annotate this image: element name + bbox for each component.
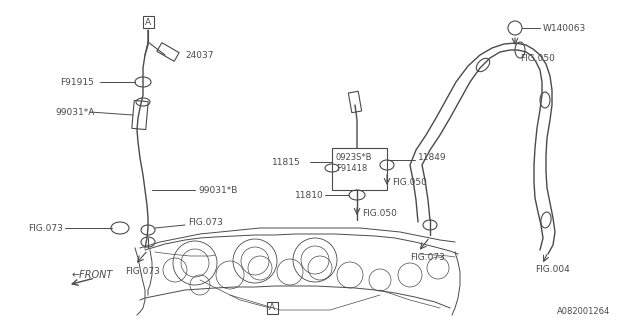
Text: 24037: 24037 [185, 51, 214, 60]
Text: 11815: 11815 [272, 157, 301, 166]
Bar [132, 100, 148, 130]
Text: 99031*A: 99031*A [55, 108, 94, 116]
Text: 11810: 11810 [295, 190, 324, 199]
Bar [332, 148, 387, 190]
Text: F91418: F91418 [336, 164, 367, 172]
Text: A082001264: A082001264 [557, 308, 610, 316]
Text: FIG.050: FIG.050 [520, 53, 555, 62]
Text: F91915: F91915 [60, 77, 94, 86]
Text: FIG.073: FIG.073 [125, 268, 160, 276]
Bar [348, 91, 362, 113]
Text: 11849: 11849 [418, 153, 447, 162]
Text: FIG.073: FIG.073 [28, 223, 63, 233]
Text: FIG.073: FIG.073 [188, 218, 223, 227]
Bar [157, 43, 179, 61]
Text: 99031*B: 99031*B [198, 186, 237, 195]
Text: FIG.050: FIG.050 [362, 209, 397, 218]
Text: A: A [269, 303, 275, 313]
Text: FIG.050: FIG.050 [392, 178, 427, 187]
Bar [266, 302, 278, 314]
Text: 0923S*B: 0923S*B [336, 153, 372, 162]
Text: W140063: W140063 [543, 23, 586, 33]
Text: FIG.073: FIG.073 [410, 253, 445, 262]
Text: ←FRONT: ←FRONT [72, 270, 113, 280]
Bar [143, 16, 154, 28]
Text: FIG.004: FIG.004 [535, 266, 570, 275]
Text: A: A [145, 18, 151, 27]
